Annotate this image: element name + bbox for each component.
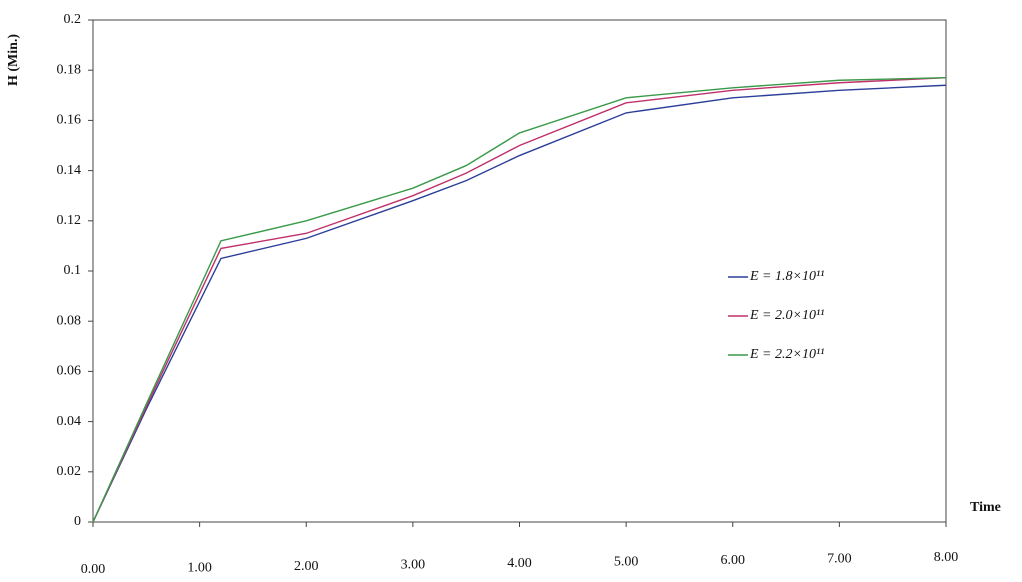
y-tick-label: 0.12 bbox=[57, 213, 82, 228]
y-tick-label: 0 bbox=[74, 514, 81, 529]
x-tick-label: 3.00 bbox=[401, 558, 426, 573]
x-tick-label: 4.00 bbox=[507, 556, 532, 571]
y-tick-label: 0.2 bbox=[64, 12, 82, 27]
y-axis-label: H (Min.) bbox=[6, 34, 21, 86]
x-tick-label: 6.00 bbox=[721, 553, 746, 568]
x-tick-label: 7.00 bbox=[827, 552, 852, 567]
series-line bbox=[92, 77, 947, 523]
y-tick-label: 0.18 bbox=[57, 62, 82, 77]
series-line bbox=[92, 84, 947, 523]
x-tick-label: 1.00 bbox=[187, 561, 212, 576]
y-tick-label: 0.14 bbox=[57, 163, 82, 178]
y-tick-label: 0.16 bbox=[57, 113, 82, 128]
y-tick-label: 0.04 bbox=[57, 414, 82, 429]
y-tick-label: 0.1 bbox=[64, 263, 82, 278]
y-tick-label: 0.08 bbox=[57, 313, 82, 328]
y-tick-label: 0.02 bbox=[57, 464, 82, 479]
legend-label: E = 2.0×10¹¹ bbox=[749, 308, 824, 323]
x-tick-label: 8.00 bbox=[934, 550, 959, 565]
x-axis-label: Time bbox=[970, 500, 1001, 515]
legend-label: E = 2.2×10¹¹ bbox=[749, 347, 824, 362]
x-tick-label: 5.00 bbox=[614, 555, 639, 570]
x-tick-label: 2.00 bbox=[294, 559, 319, 574]
y-tick-label: 0.06 bbox=[57, 364, 82, 379]
legend-label: E = 1.8×10¹¹ bbox=[749, 269, 824, 284]
x-tick-label: 0.00 bbox=[81, 562, 106, 577]
series-line bbox=[92, 77, 947, 523]
